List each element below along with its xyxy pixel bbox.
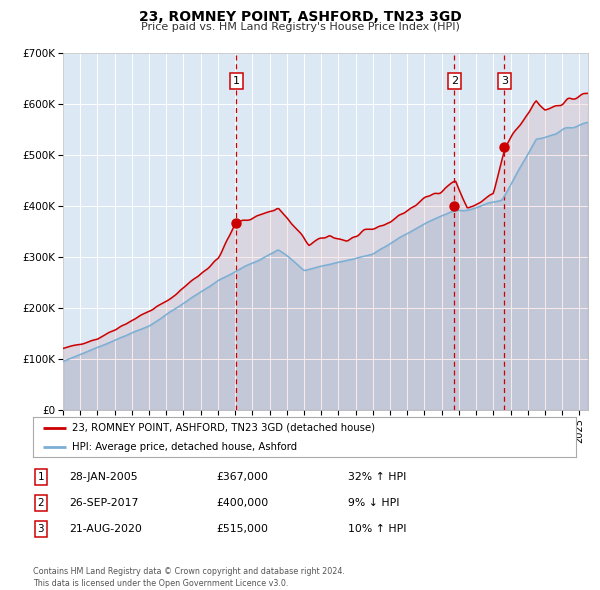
- Text: 3: 3: [37, 524, 44, 533]
- Text: 23, ROMNEY POINT, ASHFORD, TN23 3GD: 23, ROMNEY POINT, ASHFORD, TN23 3GD: [139, 10, 461, 24]
- Text: 3: 3: [501, 76, 508, 86]
- Text: £515,000: £515,000: [216, 524, 268, 533]
- Text: 9% ↓ HPI: 9% ↓ HPI: [348, 498, 400, 507]
- Text: 23, ROMNEY POINT, ASHFORD, TN23 3GD (detached house): 23, ROMNEY POINT, ASHFORD, TN23 3GD (det…: [72, 422, 375, 432]
- Text: HPI: Average price, detached house, Ashford: HPI: Average price, detached house, Ashf…: [72, 442, 297, 452]
- Text: Contains HM Land Registry data © Crown copyright and database right 2024.
This d: Contains HM Land Registry data © Crown c…: [33, 567, 345, 588]
- Text: 1: 1: [37, 472, 44, 481]
- Text: 32% ↑ HPI: 32% ↑ HPI: [348, 472, 406, 481]
- Text: £400,000: £400,000: [216, 498, 268, 507]
- Text: 10% ↑ HPI: 10% ↑ HPI: [348, 524, 407, 533]
- Text: 28-JAN-2005: 28-JAN-2005: [69, 472, 137, 481]
- Text: 2: 2: [451, 76, 458, 86]
- Text: 1: 1: [233, 76, 240, 86]
- Text: 26-SEP-2017: 26-SEP-2017: [69, 498, 139, 507]
- Text: 21-AUG-2020: 21-AUG-2020: [69, 524, 142, 533]
- Text: 2: 2: [37, 498, 44, 507]
- Text: Price paid vs. HM Land Registry's House Price Index (HPI): Price paid vs. HM Land Registry's House …: [140, 22, 460, 32]
- Text: £367,000: £367,000: [216, 472, 268, 481]
